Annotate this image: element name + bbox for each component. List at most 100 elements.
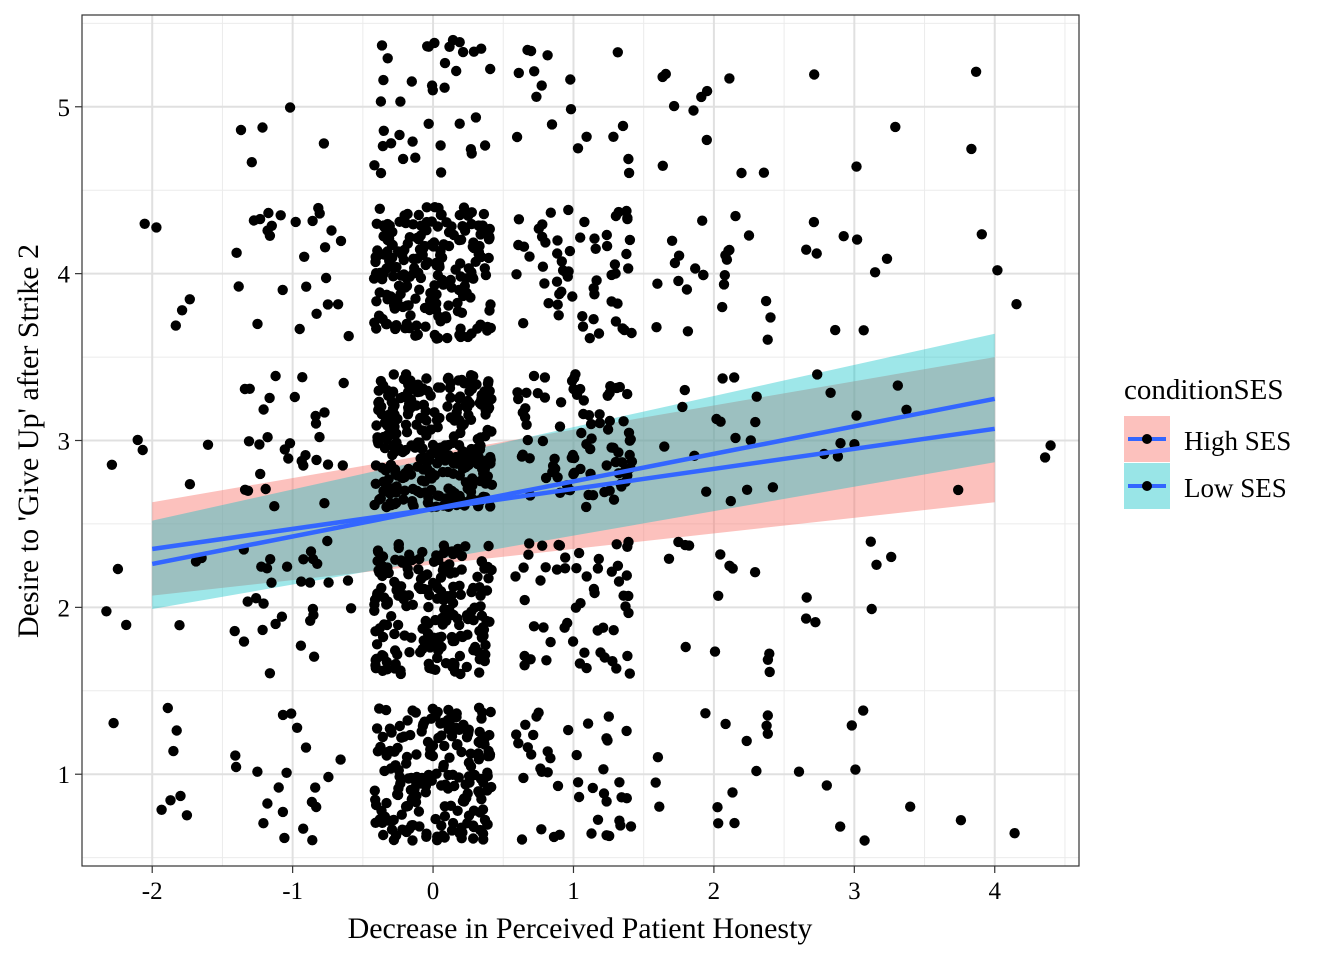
data-point <box>682 326 694 337</box>
data-point <box>121 619 132 631</box>
data-point <box>335 754 346 765</box>
data-point <box>301 281 312 292</box>
data-point <box>652 752 664 763</box>
data-point <box>436 631 447 642</box>
data-point <box>729 817 740 829</box>
data-point <box>764 666 775 678</box>
data-point <box>717 301 728 313</box>
y-axis-title: Desire to 'Give Up' after Strike 2 <box>12 244 45 638</box>
data-point <box>469 641 481 653</box>
data-point <box>547 466 558 478</box>
data-point <box>400 282 411 293</box>
data-point <box>252 766 263 777</box>
data-point <box>398 731 410 742</box>
data-point <box>657 160 668 171</box>
data-point <box>758 167 770 178</box>
data-point <box>901 404 912 415</box>
data-point <box>454 234 465 246</box>
data-point <box>439 801 450 812</box>
data-point <box>536 80 547 91</box>
data-point <box>398 254 409 266</box>
data-point <box>569 452 580 464</box>
data-point <box>614 381 625 393</box>
data-point <box>571 563 582 574</box>
data-point <box>485 706 496 718</box>
data-point <box>255 468 266 480</box>
data-point <box>369 160 380 171</box>
data-point <box>397 824 408 835</box>
data-point <box>551 564 563 575</box>
data-point <box>473 748 484 759</box>
data-point <box>433 554 444 566</box>
data-point <box>427 85 438 96</box>
regression-line-high-ses <box>151 426 996 552</box>
data-point <box>260 483 271 495</box>
data-point <box>112 563 124 575</box>
data-point <box>450 722 461 733</box>
data-point <box>528 370 540 382</box>
data-point <box>202 439 214 450</box>
data-point <box>478 624 490 635</box>
data-point <box>406 401 417 413</box>
data-point <box>345 603 357 614</box>
data-point <box>314 208 325 219</box>
x-tick-label: 2 <box>708 878 721 905</box>
data-point <box>865 536 876 547</box>
data-point <box>381 318 393 330</box>
data-point <box>156 804 167 815</box>
data-point <box>762 728 773 739</box>
data-point <box>378 74 389 86</box>
data-point <box>601 796 612 807</box>
data-point <box>551 276 563 287</box>
data-point <box>866 603 877 615</box>
data-point <box>289 391 300 403</box>
data-point <box>332 299 344 310</box>
data-point <box>650 777 661 788</box>
data-point <box>576 427 587 439</box>
data-point <box>410 152 421 163</box>
data-point <box>539 278 550 289</box>
data-point <box>970 66 982 78</box>
data-point <box>575 598 586 609</box>
data-point <box>613 576 625 587</box>
data-point <box>432 706 443 718</box>
data-point <box>369 499 380 511</box>
data-point <box>553 310 564 321</box>
data-point <box>760 295 772 307</box>
data-point <box>391 585 402 596</box>
data-point <box>468 833 479 844</box>
data-point <box>276 611 288 622</box>
data-point <box>724 560 735 571</box>
data-point <box>461 792 472 804</box>
data-point <box>151 222 162 233</box>
data-point <box>622 213 633 225</box>
data-point <box>513 67 524 79</box>
data-point <box>552 235 563 246</box>
data-point <box>456 564 467 575</box>
data-point <box>455 391 466 402</box>
data-point <box>263 207 274 219</box>
data-point <box>581 131 592 142</box>
data-point <box>404 271 415 282</box>
data-point <box>585 418 597 430</box>
data-point <box>451 65 462 77</box>
data-point <box>372 435 383 446</box>
data-point <box>306 796 318 808</box>
y-tick-label: 3 <box>58 429 71 456</box>
data-point <box>394 129 405 141</box>
data-point <box>452 613 463 624</box>
data-point <box>554 540 566 551</box>
data-point <box>437 466 448 478</box>
data-point <box>598 764 609 775</box>
data-point <box>523 549 534 560</box>
data-point <box>542 746 553 757</box>
data-point <box>513 738 524 749</box>
data-point <box>518 772 529 784</box>
data-point <box>377 140 389 152</box>
data-point <box>524 538 535 549</box>
data-point <box>310 410 321 422</box>
data-point <box>825 387 836 398</box>
data-point <box>425 287 436 299</box>
data-point <box>751 765 762 777</box>
data-point <box>851 234 863 245</box>
